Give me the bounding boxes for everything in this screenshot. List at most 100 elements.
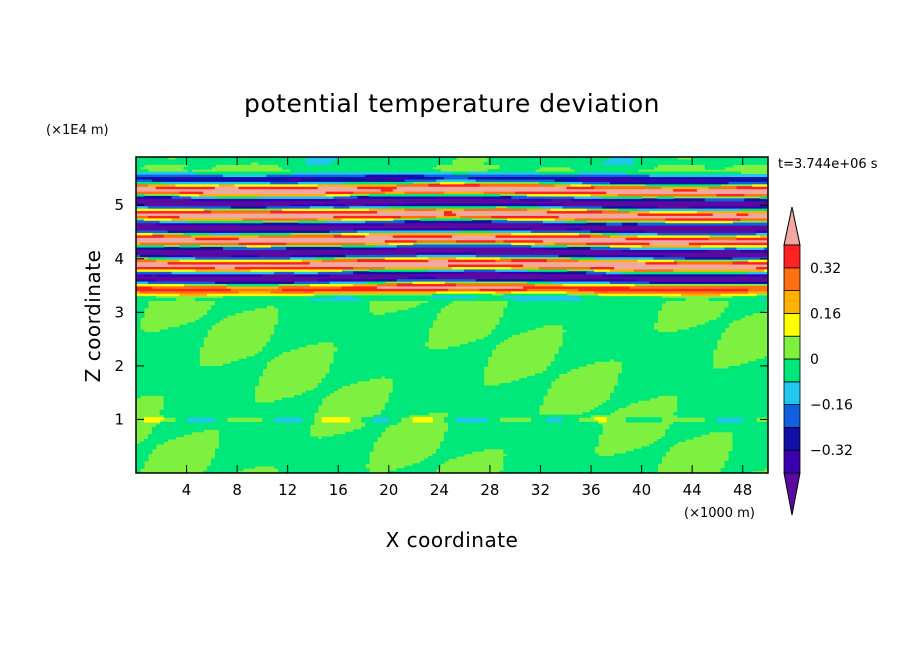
contour-cell	[361, 297, 516, 302]
contour-cell	[167, 261, 311, 265]
contour-cell	[455, 212, 639, 216]
contour-cell	[215, 266, 236, 270]
contour-cell	[546, 417, 564, 421]
contour-cell	[147, 434, 184, 438]
contour-cell	[294, 171, 453, 175]
contour-cell	[621, 368, 768, 372]
contour-cell	[542, 278, 639, 282]
contour-cell	[764, 246, 768, 250]
contour-cell	[305, 157, 339, 161]
contour-cell	[546, 419, 564, 423]
contour-cell	[301, 417, 315, 421]
contour-cell	[215, 419, 228, 423]
contour-cell	[625, 417, 662, 421]
colorbar-tick-label: 0.32	[810, 261, 841, 277]
contour-cell	[629, 285, 768, 289]
contour-cell	[203, 191, 327, 195]
contour-cell	[278, 312, 374, 316]
contour-cell	[388, 242, 414, 246]
contour-cell	[558, 346, 718, 350]
contour-cell	[602, 273, 627, 277]
contour-cell	[404, 203, 536, 207]
contour-cell	[408, 276, 437, 280]
contour-cell	[376, 244, 398, 248]
contour-cell	[720, 470, 753, 473]
contour-cell	[195, 319, 220, 323]
contour-cell	[136, 390, 256, 394]
contour-cell	[262, 419, 275, 423]
contour-cell	[436, 448, 485, 452]
contour-cell	[373, 278, 398, 282]
colorbar-swatch	[783, 404, 801, 428]
contour-cell	[353, 266, 386, 270]
contour-cell	[195, 297, 311, 302]
contour-cell	[511, 380, 552, 384]
contour-cell	[594, 407, 619, 411]
colorbar-tick-label: −0.32	[810, 443, 853, 459]
contour-cell	[432, 295, 477, 299]
contour-cell	[448, 414, 591, 418]
contour-cell	[136, 249, 623, 253]
contour-cell	[677, 261, 734, 265]
contour-cell	[136, 339, 204, 343]
contour-cell	[491, 215, 560, 219]
contour-cell	[716, 419, 741, 423]
contour-cell	[606, 400, 639, 404]
contour-cell	[637, 222, 768, 226]
contour-cell	[444, 176, 469, 180]
contour-cell	[388, 419, 402, 423]
contour-cell	[475, 339, 504, 343]
contour-cell	[554, 356, 714, 360]
contour-cell	[479, 183, 556, 187]
contour-cell	[384, 312, 437, 316]
contour-cell	[736, 212, 749, 216]
contour-cell	[384, 239, 418, 243]
contour-cell	[724, 463, 768, 467]
contour-cell	[562, 283, 635, 287]
contour-cell	[748, 259, 768, 263]
contour-cell	[274, 327, 429, 331]
contour-cell	[207, 468, 244, 472]
contour-cell	[317, 217, 342, 221]
contour-cell	[440, 441, 599, 445]
contour-cell	[716, 417, 745, 421]
contour-cell	[136, 361, 200, 365]
contour-cell	[136, 455, 149, 460]
contour-cell	[274, 465, 366, 469]
contour-cell	[195, 256, 291, 260]
contour-cell	[424, 271, 465, 275]
contour-cell	[732, 431, 768, 435]
contour-cell	[345, 254, 418, 258]
contour-cell	[136, 220, 161, 224]
contour-cell	[487, 417, 500, 421]
contour-cell	[452, 266, 512, 270]
contour-cell	[136, 380, 260, 384]
contour-cell	[621, 271, 749, 275]
colorbar-swatch	[783, 312, 801, 337]
contour-cell	[558, 215, 768, 219]
contour-cell	[444, 434, 599, 438]
contour-cell	[136, 356, 200, 360]
contour-cell	[645, 229, 757, 233]
contour-cell	[171, 217, 244, 221]
contour-cell	[238, 232, 291, 236]
contour-cell	[621, 363, 714, 367]
contour-cell	[511, 266, 540, 270]
contour-cell	[136, 453, 149, 457]
contour-cell	[704, 198, 745, 202]
contour-cell	[290, 203, 346, 207]
contour-cell	[495, 239, 504, 243]
contour-cell	[696, 324, 730, 328]
contour-cell	[503, 307, 662, 311]
contour-cell	[760, 195, 768, 199]
contour-cell	[483, 195, 512, 199]
contour-cell	[215, 453, 370, 457]
colorbar-swatch	[783, 381, 801, 405]
contour-cell	[487, 159, 607, 163]
contour-cell	[136, 161, 252, 165]
contour-cell	[554, 183, 572, 187]
contour-cell	[136, 458, 149, 462]
contour-cell	[740, 217, 768, 221]
contour-cell	[507, 302, 662, 306]
contour-cell	[610, 392, 768, 396]
